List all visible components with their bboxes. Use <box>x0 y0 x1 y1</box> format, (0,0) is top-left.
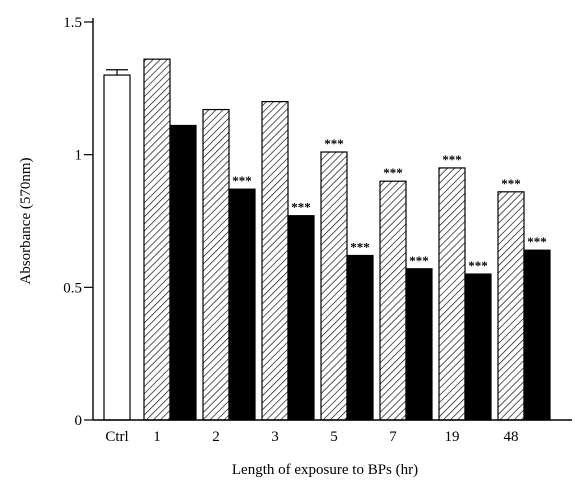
significance-label: *** <box>442 152 462 167</box>
significance-label: *** <box>501 176 521 191</box>
bar-hatched-2 <box>202 108 230 421</box>
y-tick-label: 1.5 <box>63 15 82 31</box>
significance-label: *** <box>291 200 311 215</box>
bar-black-48 <box>523 249 551 421</box>
y-tick-label: 1 <box>75 148 83 164</box>
significance-label: *** <box>232 173 252 188</box>
bar-black-7 <box>405 268 433 421</box>
significance-label: *** <box>409 253 429 268</box>
significance-layer: *** *** *** *** *** *** *** *** *** *** <box>232 136 547 273</box>
y-tick-label: 0 <box>75 413 83 429</box>
x-tick-label: 1 <box>153 429 161 445</box>
bar-hatched-1 <box>143 58 171 421</box>
x-tick-label: 19 <box>445 429 460 445</box>
bars-layer <box>103 58 551 421</box>
bar-hatched-7 <box>379 180 407 421</box>
significance-label: *** <box>324 136 344 151</box>
x-tick-label: 2 <box>212 429 220 445</box>
x-tick-label: 5 <box>330 429 338 445</box>
bar-black-2 <box>228 188 256 421</box>
y-tick-group: 0 0.5 1 1.5 <box>63 15 93 429</box>
significance-label: *** <box>468 258 488 273</box>
bar-hatched-48 <box>497 191 525 421</box>
y-tick-label: 0.5 <box>63 280 82 296</box>
significance-label: *** <box>383 165 403 180</box>
bar-black-19 <box>464 273 492 421</box>
significance-label: *** <box>527 234 547 249</box>
x-tick-label: 48 <box>504 429 519 445</box>
bar-black-3 <box>287 215 315 421</box>
x-tick-label: Ctrl <box>105 429 128 445</box>
bar-ctrl <box>103 74 131 421</box>
x-tick-label: 7 <box>389 429 397 445</box>
y-axis-title: Absorbance (570nm) <box>18 157 34 284</box>
bar-black-1 <box>169 124 197 421</box>
x-axis-title: Length of exposure to BPs (hr) <box>232 462 418 478</box>
x-tick-group: Ctrl 1 2 3 5 7 19 48 <box>105 429 518 445</box>
bar-hatched-19 <box>438 167 466 421</box>
bar-hatched-5 <box>320 151 348 421</box>
bar-black-5 <box>346 254 374 421</box>
x-tick-label: 3 <box>271 429 279 445</box>
bar-hatched-3 <box>261 100 289 421</box>
significance-label: *** <box>350 239 370 254</box>
